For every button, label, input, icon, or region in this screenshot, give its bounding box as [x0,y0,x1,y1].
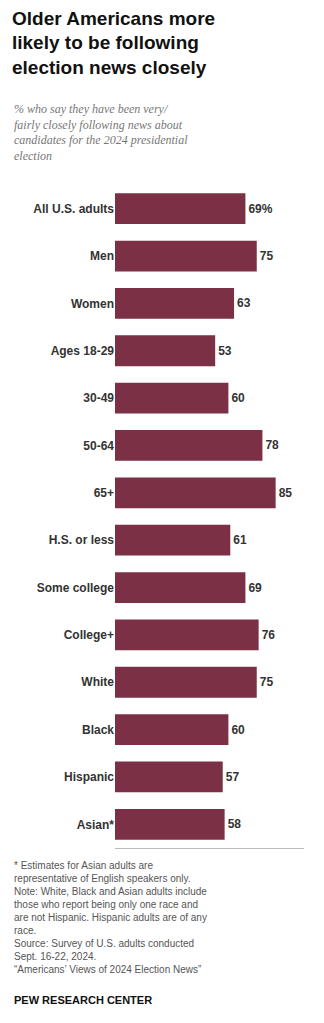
svg-text:63: 63 [237,296,251,310]
svg-text:Women: Women [71,297,114,311]
svg-text:College+: College+ [64,628,114,642]
svg-text:53: 53 [218,344,232,358]
svg-text:PEW RESEARCH CENTER: PEW RESEARCH CENTER [14,994,152,1006]
svg-text:Black: Black [82,723,114,737]
svg-text:Hispanic: Hispanic [64,770,114,784]
svg-text:60: 60 [231,391,245,405]
svg-text:65+: 65+ [94,486,114,500]
svg-text:Ages 18-29: Ages 18-29 [51,344,115,358]
svg-text:75: 75 [260,249,274,263]
svg-text:Asian*: Asian* [77,818,115,832]
svg-text:30-49: 30-49 [83,391,114,405]
svg-text:75: 75 [260,675,274,689]
svg-text:61: 61 [233,533,247,547]
svg-text:Men: Men [90,249,114,263]
svg-text:50-64: 50-64 [83,439,114,453]
svg-text:69: 69 [248,581,262,595]
svg-text:White: White [81,675,114,689]
svg-text:Some college: Some college [37,581,115,595]
svg-text:76: 76 [262,628,276,642]
svg-text:* Estimates for Asian adults a: * Estimates for Asian adults arerepresen… [14,860,207,975]
svg-text:Older Americans morelikely to: Older Americans morelikely to be followi… [12,8,215,78]
svg-text:57: 57 [226,770,240,784]
svg-text:60: 60 [231,723,245,737]
svg-text:% who say they have been very/: % who say they have been very/fairly clo… [14,102,188,163]
svg-text:78: 78 [265,438,279,452]
svg-text:58: 58 [228,817,242,831]
svg-text:All U.S. adults: All U.S. adults [33,202,114,216]
svg-text:85: 85 [279,486,293,500]
svg-text:69%: 69% [248,202,272,216]
svg-text:H.S. or less: H.S. or less [49,533,115,547]
